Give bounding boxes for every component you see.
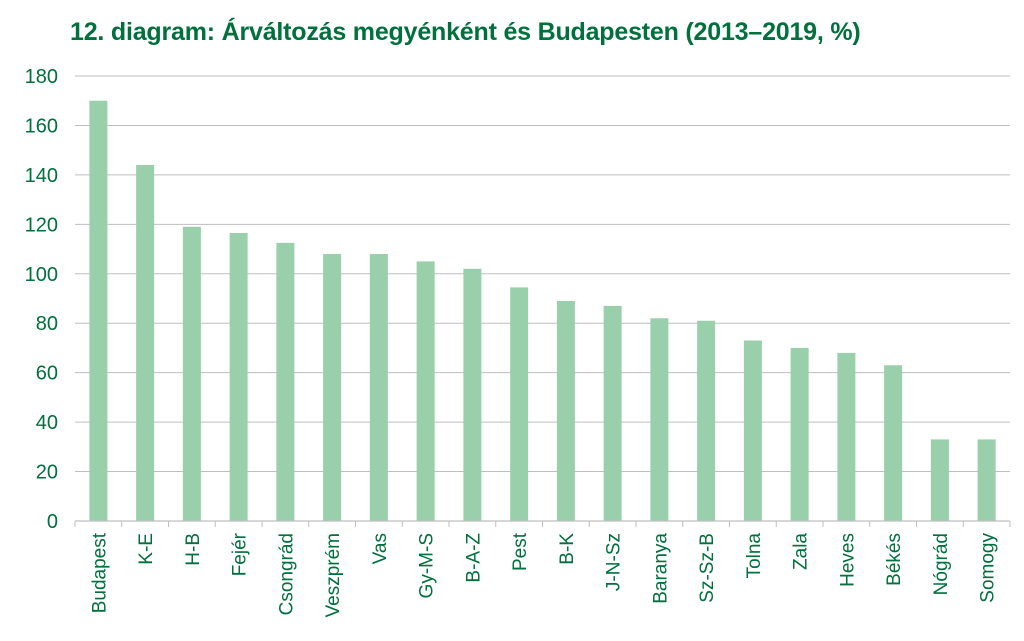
x-category-label: Veszprém bbox=[323, 533, 344, 617]
x-category-label: B-K bbox=[557, 533, 578, 565]
x-axis bbox=[74, 520, 1011, 527]
bar bbox=[229, 232, 248, 521]
x-category-label: Heves bbox=[837, 533, 858, 587]
x-category-label: Fejér bbox=[230, 532, 251, 576]
bar bbox=[182, 226, 201, 522]
y-axis-ticks: 0 20 40 60 80 100 120 140 160 180 bbox=[25, 66, 58, 533]
x-category-label: Békés bbox=[884, 533, 905, 586]
bar bbox=[790, 347, 809, 521]
y-tick-label: 0 bbox=[47, 511, 58, 533]
y-tick-label: 80 bbox=[36, 313, 58, 335]
bar bbox=[884, 365, 903, 521]
x-axis-labels: Budapest K-E H-B Fejér Csongrád Veszprém Vas Gy… bbox=[89, 532, 998, 617]
y-tick-label: 60 bbox=[36, 363, 58, 385]
x-category-label: Sz-Sz-B bbox=[697, 533, 718, 603]
x-category-label: Tolna bbox=[744, 533, 765, 579]
x-category-label: Vas bbox=[370, 533, 391, 564]
x-category-label: Nógrád bbox=[931, 533, 952, 595]
bar bbox=[977, 439, 996, 521]
gridlines bbox=[75, 75, 1010, 473]
bar bbox=[136, 165, 155, 521]
x-category-label: Gy-M-S bbox=[417, 533, 438, 598]
x-category-label: Budapest bbox=[89, 532, 110, 613]
bar bbox=[930, 439, 949, 521]
x-category-label: B-A-Z bbox=[463, 533, 484, 583]
bar bbox=[89, 100, 108, 521]
bar bbox=[743, 340, 762, 521]
bar bbox=[603, 305, 622, 521]
y-tick-label: 160 bbox=[25, 115, 58, 137]
bar bbox=[697, 320, 716, 521]
bar bbox=[837, 352, 856, 521]
x-category-label: Zala bbox=[791, 533, 812, 570]
bar bbox=[463, 268, 482, 521]
x-category-label: J-N-Sz bbox=[604, 533, 625, 591]
bar bbox=[323, 254, 342, 521]
y-tick-label: 20 bbox=[36, 462, 58, 484]
bar bbox=[369, 254, 388, 521]
x-category-label: Somogy bbox=[978, 533, 999, 603]
bar bbox=[416, 261, 435, 521]
y-tick-label: 40 bbox=[36, 412, 58, 434]
bar bbox=[276, 242, 295, 521]
bar bbox=[650, 318, 669, 521]
bar bbox=[556, 300, 575, 521]
x-category-label: H-B bbox=[183, 533, 204, 566]
y-tick-label: 100 bbox=[25, 264, 58, 286]
bars bbox=[89, 100, 996, 522]
y-tick-label: 180 bbox=[25, 66, 58, 88]
bar bbox=[510, 287, 529, 521]
x-category-label: Baranya bbox=[650, 533, 671, 604]
y-tick-label: 140 bbox=[25, 165, 58, 187]
chart-title: 12. diagram: Árváltozás megyénként és Bu… bbox=[70, 18, 861, 46]
x-category-label: K-E bbox=[136, 533, 157, 565]
y-tick-label: 120 bbox=[25, 214, 58, 236]
x-category-label: Csongrád bbox=[276, 533, 297, 615]
x-category-label: Pest bbox=[510, 532, 531, 571]
